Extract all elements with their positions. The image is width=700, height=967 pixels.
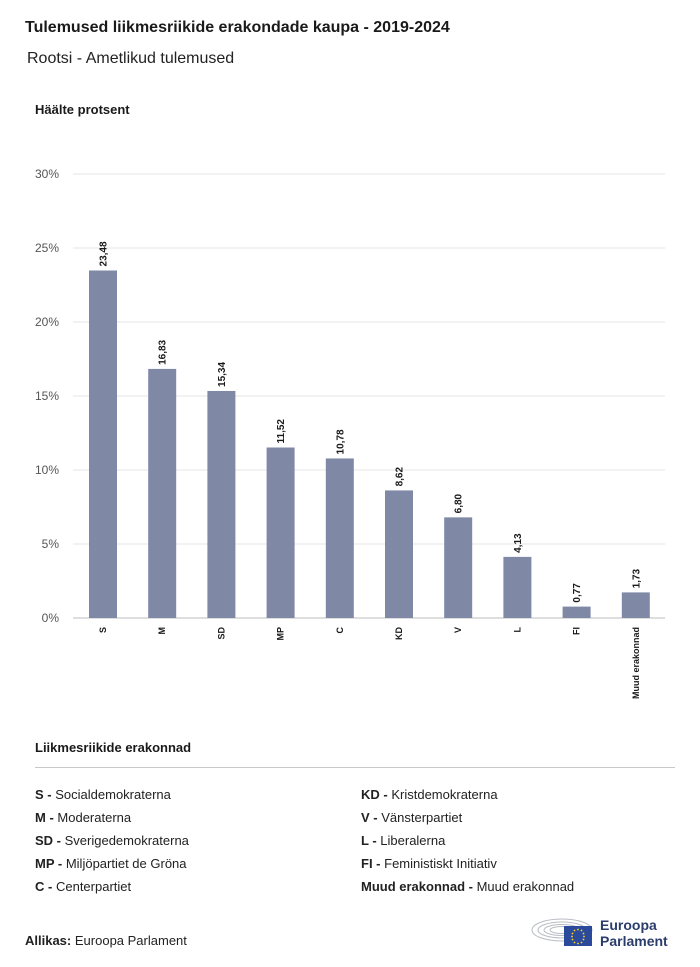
- european-parliament-logo-icon: [531, 918, 593, 946]
- legend-divider: [35, 767, 675, 768]
- legend-item-mp: MP - Miljöpartiet de Gröna: [35, 856, 187, 871]
- page-subtitle: Rootsi - Ametlikud tulemused: [27, 50, 235, 67]
- x-tick-label: Muud erakonnad: [631, 627, 641, 699]
- legend-abbr: FI -: [361, 856, 381, 871]
- source-value: Euroopa Parlament: [74, 933, 187, 948]
- legend-name: Liberalerna: [380, 833, 446, 848]
- legend-abbr: L -: [361, 833, 377, 848]
- bar: [89, 270, 117, 618]
- legend-abbr: Muud erakonnad -: [361, 879, 473, 894]
- legend-name: Feministiskt Initiativ: [384, 856, 497, 871]
- source-label: Allikas:: [25, 933, 72, 948]
- logo-text-line2: Parlament: [600, 933, 668, 949]
- bar: [207, 390, 236, 618]
- legend-item-v: V - Vänsterpartiet: [361, 810, 462, 825]
- legend-name: Kristdemokraterna: [391, 787, 498, 802]
- legend-abbr: M -: [35, 810, 54, 825]
- legend-item-l: L - Liberalerna: [361, 833, 445, 848]
- legend-item-s: S - Socialdemokraterna: [35, 787, 171, 802]
- value-label: 4,13: [513, 533, 524, 553]
- legend-name: Muud erakonnad: [476, 879, 575, 894]
- legend-name: Vänsterpartiet: [381, 810, 463, 825]
- x-tick-label: V: [453, 627, 463, 633]
- legend-abbr: S -: [35, 787, 52, 802]
- logo-text-line1: Euroopa: [600, 917, 657, 933]
- value-label: 8,62: [395, 467, 406, 487]
- legend-abbr: KD -: [361, 787, 388, 802]
- value-label: 6,80: [454, 493, 465, 513]
- x-tick-label: S: [98, 627, 108, 633]
- bar: [444, 517, 473, 618]
- y-tick-label: 20%: [35, 315, 59, 329]
- legend-title: Liikmesriikide erakonnad: [35, 740, 192, 755]
- legend-item-kd: KD - Kristdemokraterna: [361, 787, 498, 802]
- legend-item-c: C - Centerpartiet: [35, 879, 131, 894]
- x-tick-label: FI: [572, 627, 582, 635]
- value-label: 11,52: [276, 419, 287, 444]
- bar: [385, 490, 413, 618]
- x-tick-label: L: [512, 627, 522, 633]
- y-tick-label: 5%: [42, 537, 60, 551]
- logo-text: Euroopa Parlament: [600, 917, 668, 949]
- y-tick-label: 15%: [35, 389, 59, 403]
- value-label: 15,34: [217, 362, 228, 387]
- y-tick-label: 25%: [35, 241, 59, 255]
- legend-name: Sverigedemokraterna: [64, 833, 189, 848]
- legend-name: Centerpartiet: [55, 879, 132, 894]
- legend-name: Moderaterna: [57, 810, 132, 825]
- y-tick-label: 30%: [35, 167, 59, 181]
- legend-abbr: V -: [361, 810, 378, 825]
- bar: [562, 606, 591, 618]
- legend-abbr: MP -: [35, 856, 63, 871]
- y-tick-label: 10%: [35, 463, 59, 477]
- value-label: 1,73: [631, 568, 642, 588]
- x-tick-label: M: [157, 627, 167, 635]
- x-tick-label: MP: [276, 627, 286, 641]
- legend-abbr: C -: [35, 879, 53, 894]
- legend-name: Miljöpartiet de Gröna: [65, 856, 187, 871]
- value-label: 10,78: [335, 429, 346, 454]
- legend-item-m: M - Moderaterna: [35, 810, 131, 825]
- y-axis-label: Häälte protsent: [35, 102, 130, 117]
- page-title: Tulemused liikmesriikide erakondade kaup…: [25, 19, 450, 36]
- bar: [266, 447, 295, 618]
- value-label: 23,48: [99, 241, 110, 266]
- bar: [325, 458, 354, 618]
- bar: [148, 368, 177, 618]
- source-note: Allikas: Euroopa Parlament: [25, 933, 187, 948]
- x-tick-label: SD: [216, 627, 226, 640]
- x-tick-label: KD: [394, 627, 404, 640]
- legend-name: Socialdemokraterna: [55, 787, 171, 802]
- bar: [621, 592, 650, 618]
- bar: [503, 556, 532, 618]
- x-tick-label: C: [335, 627, 345, 634]
- y-tick-label: 0%: [42, 611, 60, 625]
- legend-abbr: SD -: [35, 833, 61, 848]
- value-label: 0,77: [572, 583, 583, 603]
- legend-item-other: Muud erakonnad - Muud erakonnad: [361, 879, 574, 894]
- value-label: 16,83: [158, 339, 169, 364]
- legend-item-fi: FI - Feministiskt Initiativ: [361, 856, 497, 871]
- bar-chart: 0% 5% 10% 15% 20% 25% 30% 23,48 S 16,83 M 15,34 SD 11…: [35, 167, 665, 699]
- legend-item-sd: SD - Sverigedemokraterna: [35, 833, 189, 848]
